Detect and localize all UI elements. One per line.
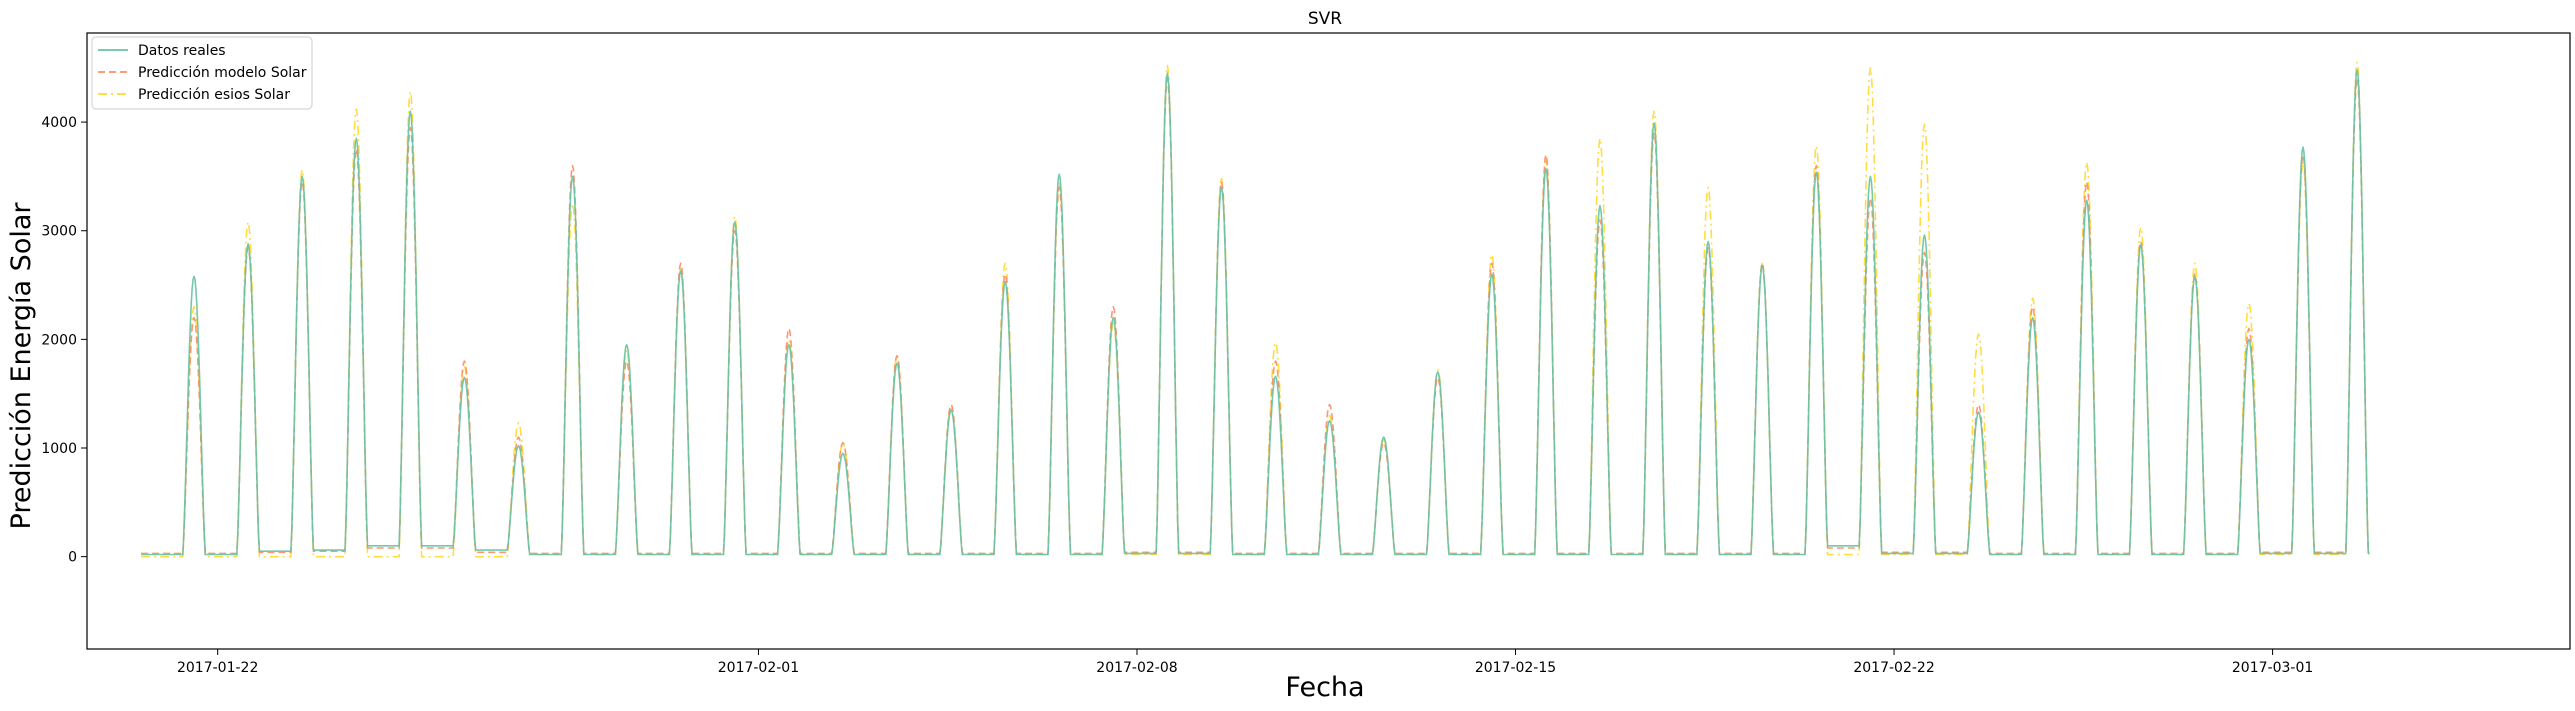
x-tick-label: 2017-02-22: [1853, 660, 1934, 676]
y-tick-label: 0: [68, 550, 77, 566]
x-axis-label: Fecha: [1285, 672, 1364, 703]
y-axis-label: Predicción Energía Solar: [6, 202, 37, 530]
y-tick-label: 4000: [41, 115, 77, 131]
x-tick-label: 2017-03-01: [2232, 660, 2313, 676]
legend-label-prediccion-esios: Predicción esios Solar: [138, 87, 290, 103]
x-tick-label: 2017-01-22: [177, 660, 258, 676]
series-line-datos-reales: [141, 69, 2370, 556]
y-tick-label: 2000: [41, 332, 77, 348]
series-layer: [141, 61, 2370, 558]
y-tick-label: 1000: [41, 441, 77, 457]
x-tick-label: 2017-02-08: [1096, 660, 1177, 676]
chart-title: SVR: [1308, 9, 1342, 29]
legend-box: [91, 36, 313, 110]
y-tick-label: 3000: [41, 224, 77, 240]
series-line-prediccion-esios: [141, 61, 2370, 558]
ticks-layer: 0 1000 2000 3000 4000 2017-01-22 2017-02-01 201…: [41, 115, 2313, 676]
plot-frame: [86, 32, 2571, 650]
legend-label-prediccion-modelo: Predicción modelo Solar: [138, 65, 307, 81]
legend: Datos reales Predicción modelo Solar Pre…: [91, 36, 313, 110]
x-tick-label: 2017-02-01: [718, 660, 799, 676]
x-tick-label: 2017-02-15: [1475, 660, 1556, 676]
legend-label-datos-reales: Datos reales: [138, 43, 226, 59]
